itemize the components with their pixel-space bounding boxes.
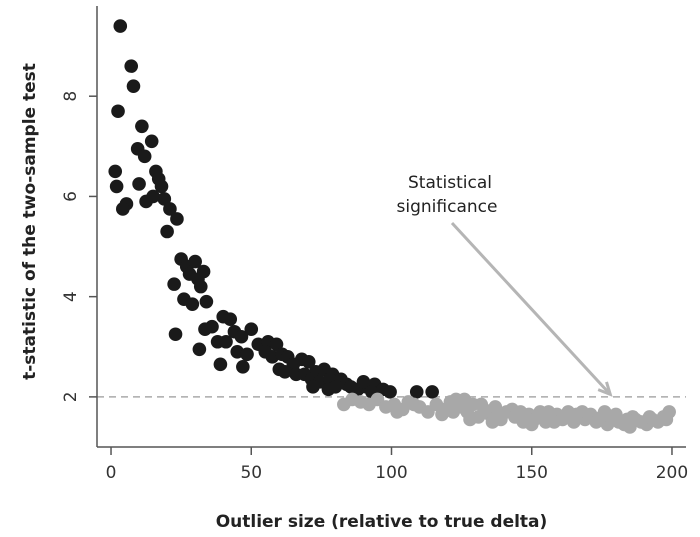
data-point-significant (193, 279, 208, 294)
data-point-not-significant (609, 407, 623, 422)
data-point-not-significant (659, 412, 674, 427)
data-point-significant (240, 347, 254, 362)
data-point-significant (301, 355, 316, 369)
data-point-significant (160, 224, 174, 239)
data-point-not-significant (474, 397, 489, 412)
data-point-significant (213, 357, 228, 372)
plot-area (97, 19, 686, 434)
data-point-not-significant (642, 410, 657, 424)
data-points (108, 19, 676, 434)
y-axis-ticks: 2 4 6 8 (61, 91, 97, 402)
data-point-not-significant (407, 397, 421, 412)
data-point-significant (236, 360, 250, 374)
data-point-significant (199, 294, 214, 309)
annotation-arrow (450, 221, 612, 396)
data-point-not-significant (446, 405, 461, 419)
data-point-not-significant (620, 412, 634, 427)
data-point-significant (244, 322, 259, 337)
data-point-not-significant (597, 405, 612, 419)
annotation-line-1: Statistical (408, 173, 492, 193)
x-tick-label: 50 (240, 463, 262, 483)
data-point-significant (278, 365, 292, 379)
data-point-significant (425, 385, 439, 399)
data-point-not-significant (513, 405, 528, 419)
data-point-significant (144, 134, 159, 149)
data-point-not-significant (457, 392, 472, 407)
data-point-significant (356, 375, 371, 389)
data-point-significant (234, 329, 249, 344)
data-point-significant (113, 19, 128, 33)
data-point-significant (383, 385, 397, 399)
x-tick-label: 150 (516, 463, 548, 483)
x-tick-label: 100 (375, 463, 407, 483)
data-point-significant (154, 179, 169, 194)
annotation-line-2: significance (397, 197, 498, 217)
data-point-significant (167, 277, 181, 291)
annotation-arrowhead (597, 381, 613, 397)
data-point-significant (409, 385, 424, 399)
data-point-not-significant (558, 410, 573, 424)
data-point-significant (219, 334, 233, 349)
y-tick-label: 8 (61, 91, 81, 102)
data-point-significant (198, 322, 212, 337)
data-point-significant (135, 119, 149, 134)
data-point-significant (157, 192, 172, 206)
data-point-significant (306, 380, 320, 394)
data-point-significant (269, 337, 284, 352)
data-point-not-significant (569, 407, 584, 422)
data-point-significant (109, 179, 124, 194)
data-point-not-significant (390, 405, 404, 419)
data-point-significant (192, 342, 207, 357)
data-point-not-significant (485, 415, 500, 429)
x-axis-ticks: 0 50 100 150 200 (106, 447, 688, 483)
y-tick-label: 2 (61, 391, 81, 402)
data-point-significant (168, 327, 183, 342)
y-tick-label: 4 (61, 291, 81, 302)
data-point-not-significant (524, 417, 539, 432)
data-point-significant (132, 177, 146, 191)
data-point-significant (126, 79, 141, 93)
data-point-significant (223, 312, 238, 327)
data-point-significant (124, 59, 139, 73)
data-point-significant (139, 194, 153, 209)
x-axis-title: Outlier size (relative to true delta) (216, 512, 548, 532)
y-tick-label: 6 (61, 191, 81, 202)
x-tick-label: 0 (106, 463, 117, 483)
data-point-significant (163, 202, 177, 216)
data-point-significant (188, 254, 202, 269)
y-axis-title: t-statistic of the two-sample test (20, 63, 40, 380)
data-point-not-significant (547, 415, 561, 429)
data-point-not-significant (435, 407, 449, 422)
data-point-not-significant (463, 412, 477, 427)
data-point-significant (116, 202, 130, 216)
x-tick-label: 200 (656, 463, 688, 483)
data-point-significant (108, 164, 123, 179)
data-point-significant (185, 297, 200, 311)
data-point-significant (328, 380, 343, 394)
data-point-significant (137, 149, 152, 164)
data-point-significant (111, 104, 125, 119)
data-point-significant (170, 212, 184, 226)
data-point-not-significant (541, 405, 556, 419)
